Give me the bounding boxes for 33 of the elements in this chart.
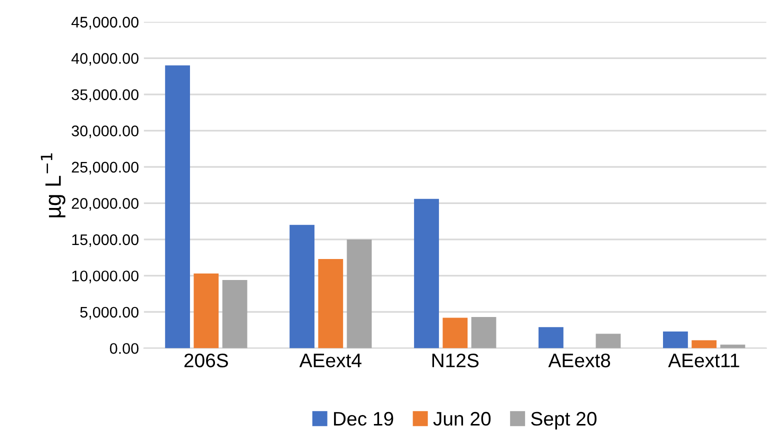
- x-tick-label: N12S: [432, 354, 479, 368]
- y-tick-label: 25,000.00: [72, 162, 138, 174]
- bar: [663, 332, 688, 348]
- x-tick-label: AEext4: [299, 354, 362, 368]
- y-axis-title: µg L$^{−1}$: [40, 153, 66, 218]
- y-tick-label: 45,000.00: [71, 16, 138, 30]
- bar: [222, 280, 248, 348]
- bar: [538, 327, 564, 348]
- bar: [165, 65, 190, 348]
- legend-label: Jun 20: [433, 412, 491, 426]
- x-tick-label: AEext8: [548, 354, 610, 368]
- y-tick-label: 5,000.00: [80, 306, 138, 320]
- y-tick-label: 10,000.00: [72, 270, 138, 284]
- bar: [720, 344, 746, 348]
- bar: [346, 239, 372, 348]
- y-tick-label: 15,000.00: [72, 234, 138, 247]
- bar: [471, 317, 496, 348]
- legend-label: Sept 20: [531, 412, 596, 430]
- y-tick-label: 40,000.00: [71, 53, 138, 66]
- y-tick-label: 20,000.00: [72, 198, 138, 211]
- bar: [318, 259, 344, 348]
- y-tick-label: 0.00: [110, 343, 138, 354]
- bar: [290, 224, 314, 348]
- bar: [596, 334, 621, 348]
- x-tick-label: 206S: [184, 354, 228, 368]
- legend-label: Dec 19: [334, 412, 394, 426]
- bar: [414, 198, 439, 348]
- y-tick-label: 35,000.00: [72, 89, 138, 102]
- y-tick-label: 30,000.00: [72, 126, 138, 138]
- bar: [442, 318, 468, 348]
- bar: [692, 340, 717, 348]
- x-tick-label: AEext11: [668, 354, 740, 368]
- bar: [194, 274, 219, 348]
